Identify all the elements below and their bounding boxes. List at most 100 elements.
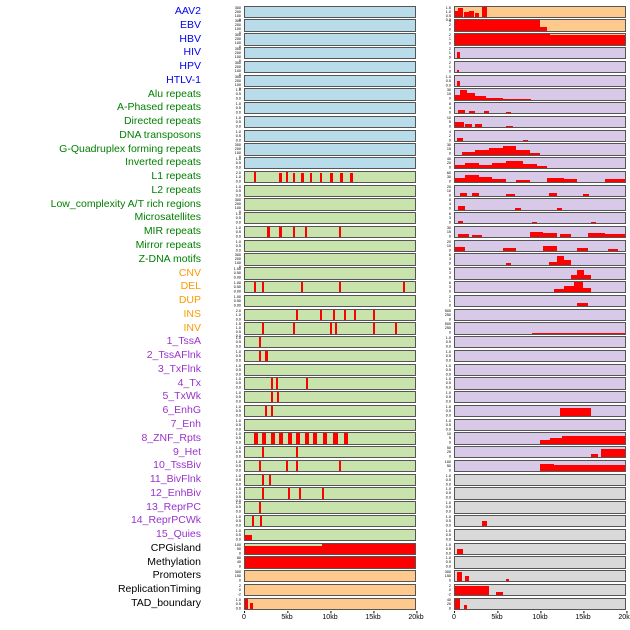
y-axis-ticks: 1.0 0.5 0.0 bbox=[206, 418, 244, 432]
data-bar bbox=[482, 520, 488, 527]
track-panel bbox=[244, 583, 416, 597]
track-label: MIR repeats bbox=[143, 225, 201, 238]
y-axis-tick-label: 15 bbox=[446, 146, 451, 152]
track-panel bbox=[244, 336, 416, 349]
y-axis-tick-label: 1.0 bbox=[445, 486, 451, 492]
track-label: 4_Tx bbox=[177, 376, 201, 389]
data-bar bbox=[338, 282, 341, 293]
y-axis-tick-label: 0 bbox=[238, 209, 241, 215]
y-axis-tick-label: 0 bbox=[448, 261, 451, 266]
y-axis-tick-label: 0.5 bbox=[235, 449, 241, 455]
track-panel bbox=[244, 294, 416, 308]
y-axis-ticks: 1.0 0.5 0.0 bbox=[206, 363, 244, 377]
y-axis-ticks: 2 0 -2 bbox=[206, 583, 244, 597]
y-axis-tick-label: 0.5 bbox=[235, 329, 241, 335]
data-bar bbox=[338, 460, 341, 472]
data-bar bbox=[563, 285, 574, 293]
y-axis-tick-label: 100 bbox=[234, 54, 241, 59]
y-axis-tick-label: 1.0 bbox=[445, 473, 451, 478]
data-bar bbox=[301, 282, 304, 293]
x-axis-tick-label: 0 bbox=[452, 611, 456, 621]
data-bar bbox=[265, 350, 268, 362]
data-bar bbox=[340, 173, 343, 183]
data-bar bbox=[458, 7, 463, 17]
data-bar bbox=[285, 460, 288, 472]
data-bar bbox=[468, 110, 476, 114]
y-axis-tick-label: 10 bbox=[446, 243, 451, 248]
track-row: 9_Het 1.0 0.5 0.0 50 25 0 bbox=[0, 446, 630, 460]
y-axis-tick-label: 4 bbox=[448, 18, 451, 24]
data-bar bbox=[591, 454, 598, 458]
y-axis-ticks: 300 200 100 0 bbox=[206, 143, 244, 159]
y-axis-tick-label: 0.5 bbox=[235, 367, 241, 372]
y-axis-ticks: 300 200 100 0 bbox=[206, 5, 244, 21]
track-panel bbox=[244, 542, 416, 555]
y-axis-ticks: 80 40 0 bbox=[206, 556, 244, 570]
data-bar bbox=[546, 177, 564, 183]
track-label: CNV bbox=[178, 266, 201, 279]
y-axis-tick-label: 0.0 bbox=[235, 605, 241, 610]
y-axis-tick-label: 0.0 bbox=[235, 509, 241, 514]
track-row: L2 repeats 1.0 0.5 0.0 20 10 0 bbox=[0, 184, 630, 198]
track-panel bbox=[454, 432, 626, 445]
y-axis-tick-label: 8 bbox=[448, 101, 451, 107]
y-axis-tick-label: 0 bbox=[238, 44, 241, 50]
data-bar bbox=[492, 179, 506, 183]
track-panel bbox=[244, 570, 416, 583]
track-label: CPGisland bbox=[150, 541, 201, 554]
y-axis-ticks: 10 5 0 bbox=[416, 432, 454, 446]
y-axis-ticks: 1.0 0.5 0.0 bbox=[206, 404, 244, 418]
track-panel bbox=[454, 33, 626, 46]
track-panel bbox=[454, 501, 626, 514]
track-panel bbox=[244, 198, 416, 211]
y-axis-tick-label: 0.5 bbox=[445, 532, 451, 537]
track-row: HPV 300 200 100 0 2 1 0 bbox=[0, 60, 630, 77]
data-bar bbox=[582, 287, 591, 293]
track-panel bbox=[454, 170, 626, 184]
track-panel bbox=[244, 473, 416, 487]
track-panel bbox=[454, 528, 626, 542]
y-axis-ticks: 1.0 0.5 0.0 bbox=[206, 349, 244, 363]
data-bar bbox=[456, 52, 461, 59]
data-bar bbox=[560, 234, 571, 238]
y-axis-tick-label: 20 bbox=[446, 601, 451, 606]
y-axis-tick-label: 6 bbox=[448, 266, 451, 272]
data-bar bbox=[455, 34, 551, 45]
track-row: Methylation 80 40 0 1.0 0.5 0.0 bbox=[0, 556, 630, 570]
data-bar bbox=[506, 112, 512, 114]
track-panel bbox=[244, 115, 416, 129]
y-axis-tick-label: 0 bbox=[448, 453, 451, 459]
y-axis-tick-label: 0 bbox=[448, 54, 451, 60]
track-panel bbox=[454, 570, 626, 583]
data-bar bbox=[531, 221, 537, 224]
track-panel bbox=[244, 515, 416, 528]
y-axis-tick-label: 0.50 bbox=[233, 298, 241, 303]
y-axis-tick-label: 1.0 bbox=[235, 363, 241, 368]
y-axis-ticks: 40 20 0 bbox=[416, 597, 454, 611]
y-axis-ticks: 1.0 0.5 0.0 bbox=[206, 446, 244, 460]
x-axis-tick-label: 15kb bbox=[365, 611, 381, 621]
track-panel bbox=[244, 33, 416, 46]
y-axis-tick-label: 1.0 bbox=[235, 325, 241, 331]
track-label: 6_EnhG bbox=[162, 404, 201, 417]
track-panel bbox=[454, 349, 626, 363]
y-axis-tick-label: 100 bbox=[234, 260, 241, 266]
y-axis-tick-label: 1 bbox=[448, 36, 451, 42]
y-axis-tick-label: 0 bbox=[448, 123, 451, 129]
y-axis-tick-label: 0.0 bbox=[445, 412, 451, 418]
y-axis-ticks: 1.00 0.50 0.00 bbox=[206, 267, 244, 281]
y-axis-tick-label: 150 bbox=[444, 573, 451, 579]
track-panel bbox=[244, 377, 416, 390]
y-axis-tick-label: 1.0 bbox=[445, 514, 451, 520]
y-axis-tick-label: 200 bbox=[234, 22, 241, 28]
track-panel bbox=[244, 60, 416, 74]
y-axis-ticks: 1.0 0.5 0.0 bbox=[416, 349, 454, 363]
data-bar bbox=[456, 80, 461, 86]
y-axis-tick-label: 0.5 bbox=[445, 559, 451, 565]
track-panel bbox=[244, 308, 416, 321]
y-axis-tick-label: 1.0 bbox=[235, 445, 241, 451]
data-bar bbox=[309, 172, 313, 183]
track-label: AAV2 bbox=[174, 5, 201, 17]
y-axis-tick-label: 200 bbox=[234, 64, 241, 69]
